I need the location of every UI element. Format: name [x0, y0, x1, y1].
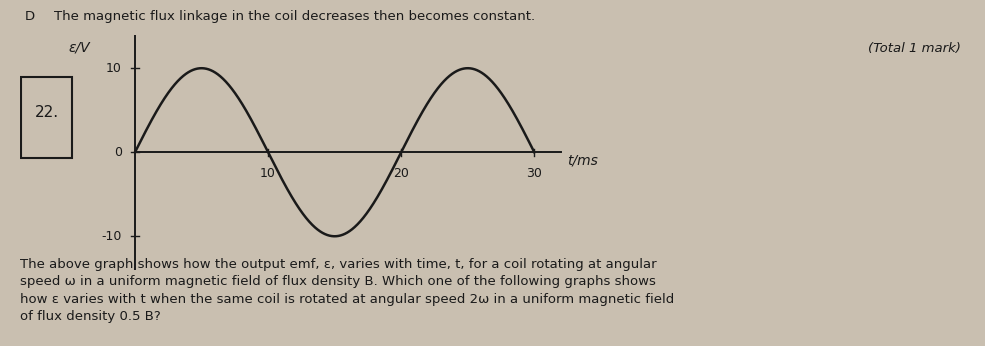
Text: 30: 30 — [526, 167, 542, 180]
Text: (Total 1 mark): (Total 1 mark) — [868, 42, 960, 55]
Text: The above graph shows how the output emf, ε, varies with time, t, for a coil rot: The above graph shows how the output emf… — [20, 258, 674, 323]
Text: 22.: 22. — [34, 105, 59, 120]
Text: D: D — [25, 10, 34, 24]
Text: 10: 10 — [105, 62, 122, 75]
Text: 20: 20 — [393, 167, 409, 180]
Text: -10: -10 — [101, 230, 122, 243]
Text: 0: 0 — [113, 146, 122, 159]
FancyBboxPatch shape — [22, 77, 72, 158]
Text: The magnetic flux linkage in the coil decreases then becomes constant.: The magnetic flux linkage in the coil de… — [54, 10, 535, 24]
Text: ε/V: ε/V — [68, 40, 90, 54]
Text: t/ms: t/ms — [567, 154, 599, 168]
Text: 10: 10 — [260, 167, 276, 180]
